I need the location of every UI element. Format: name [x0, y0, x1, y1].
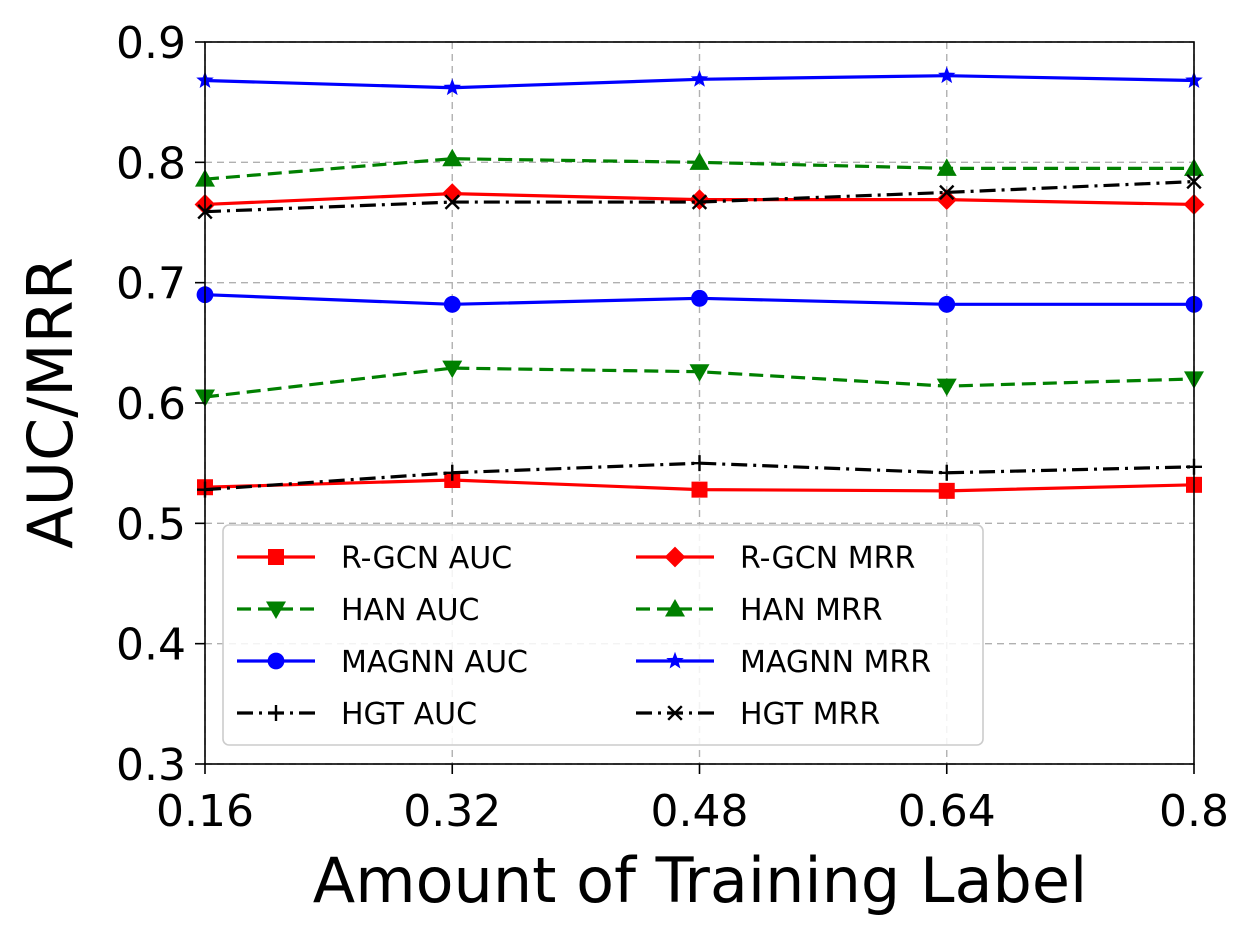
y-tick-label: 0.8: [116, 138, 186, 189]
x-tick-label: 0.32: [403, 786, 501, 837]
line-chart: 0.16 0.32 0.48 0.64 0.8 0.3 0.4 0.5 0.6 0.7 0.8 0.9…: [0, 0, 1258, 936]
legend-label: MAGNN MRR: [740, 645, 931, 680]
legend-label: HAN MRR: [740, 593, 883, 628]
y-tick-label: 0.3: [116, 740, 186, 791]
legend-label: HGT MRR: [740, 697, 880, 732]
y-tick-label: 0.4: [116, 620, 186, 671]
y-tick-label: 0.7: [116, 259, 186, 310]
x-tick-label: 0.64: [898, 786, 996, 837]
y-axis-label: AUC/MRR: [14, 257, 87, 549]
data-point: [691, 290, 708, 307]
data-point: [444, 296, 461, 313]
legend-marker: [268, 653, 285, 670]
x-axis-label: Amount of Training Label: [313, 844, 1087, 917]
legend-label: HAN AUC: [341, 593, 480, 628]
y-tick-label: 0.6: [116, 379, 186, 430]
data-point: [938, 296, 955, 313]
legend: R-GCN AUC HAN AUC MAGNN AUC HGT AUC R-GCN MR…: [223, 525, 983, 745]
y-tick-label: 0.9: [116, 18, 186, 69]
y-tick-label: 0.5: [116, 499, 186, 550]
legend-marker: [268, 549, 284, 565]
data-point: [692, 482, 708, 498]
x-tick-label: 0.16: [156, 786, 254, 837]
legend-label: R-GCN AUC: [341, 541, 512, 576]
data-point: [939, 483, 955, 499]
x-tick-label: 0.48: [651, 786, 749, 837]
legend-label: R-GCN MRR: [740, 541, 915, 576]
legend-label: HGT AUC: [341, 697, 477, 732]
legend-label: MAGNN AUC: [341, 645, 528, 680]
x-tick-label: 0.8: [1159, 786, 1229, 837]
